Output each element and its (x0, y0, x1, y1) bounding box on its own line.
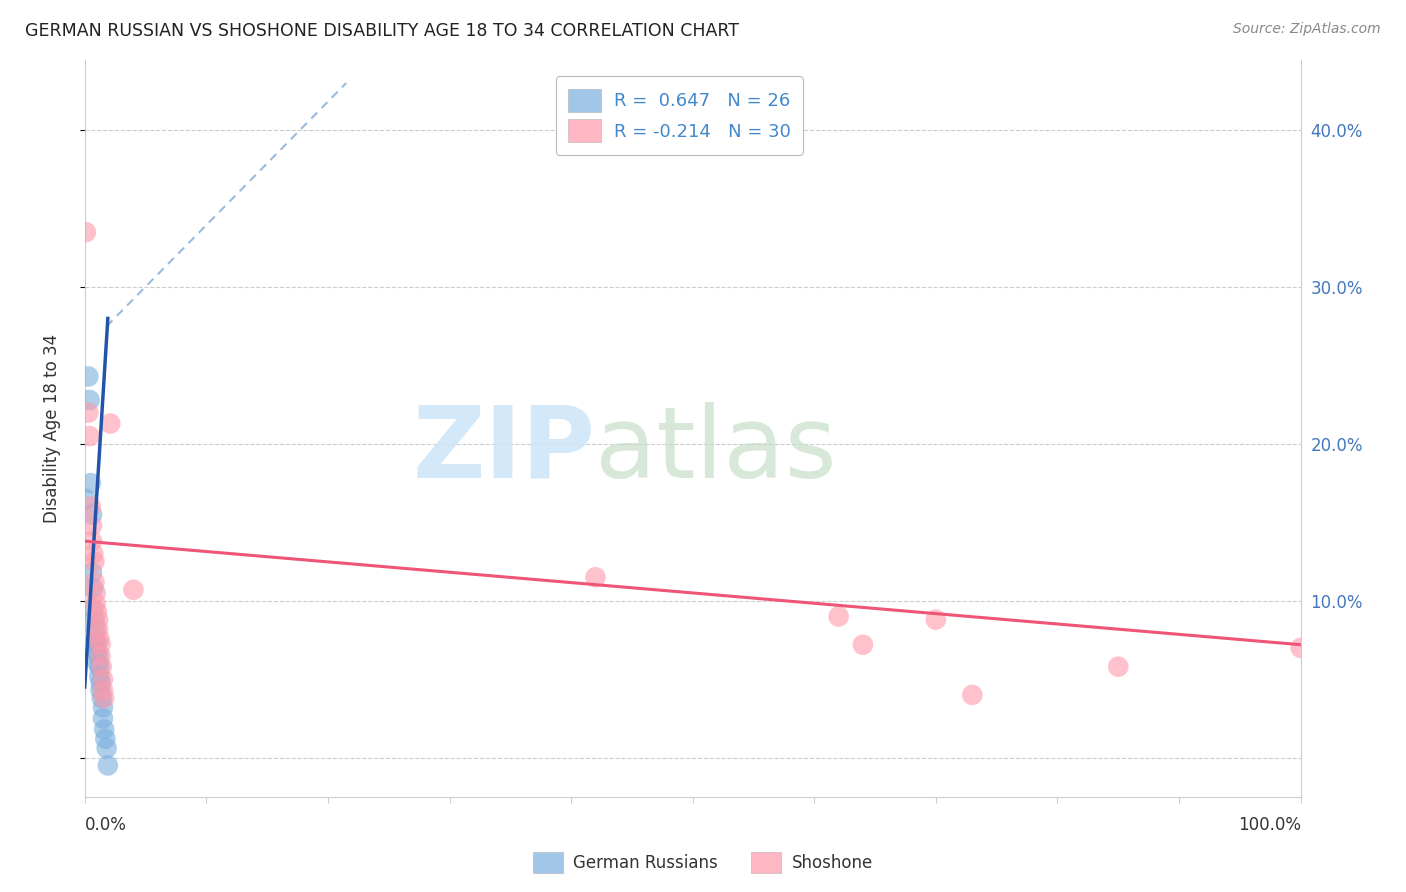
Point (1107, 659, 1129, 673)
Text: ZIP: ZIP (412, 402, 595, 499)
Point (86, 644, 108, 658)
Point (89, 632, 111, 646)
Point (80, 500, 103, 514)
Text: GERMAN RUSSIAN VS SHOSHONE DISABILITY AGE 18 TO 34 CORRELATION CHART: GERMAN RUSSIAN VS SHOSHONE DISABILITY AG… (25, 22, 740, 40)
Point (82, 601, 104, 615)
Point (84, 597, 107, 611)
Point (82, 547, 104, 561)
Point (583, 570, 606, 584)
Point (77, 369, 100, 384)
Point (80, 476, 103, 491)
Point (84, 622, 107, 636)
Point (80, 534, 103, 549)
Point (1289, 640, 1312, 655)
Point (97, 758, 120, 772)
Point (93, 723, 115, 737)
Text: 0.0%: 0.0% (84, 815, 127, 834)
Point (852, 638, 875, 652)
Point (82, 581, 104, 595)
Point (80, 518, 103, 533)
Point (86, 605, 108, 619)
Point (925, 613, 948, 627)
Point (90, 691, 112, 706)
Point (89, 669, 111, 683)
Point (87, 622, 110, 636)
Point (90, 675, 112, 690)
Point (77, 405, 100, 419)
Point (91, 672, 114, 686)
Y-axis label: Disability Age 18 to 34: Disability Age 18 to 34 (44, 334, 60, 523)
Legend: German Russians, Shoshone: German Russians, Shoshone (527, 846, 879, 880)
Point (83, 613, 105, 627)
Point (827, 609, 849, 624)
Point (75, 491, 97, 506)
Point (91, 711, 114, 725)
Point (90, 659, 112, 673)
Point (98, 417, 121, 431)
Point (80, 566, 103, 580)
Point (91, 700, 114, 714)
Text: atlas: atlas (595, 402, 837, 499)
Point (79, 392, 101, 407)
Point (90, 683, 112, 698)
Point (93, 691, 115, 706)
Point (75, 225, 97, 239)
Point (87, 613, 110, 627)
Point (84, 586, 107, 600)
Point (79, 429, 101, 443)
Point (94, 731, 117, 746)
Point (86, 638, 108, 652)
Point (90, 648, 112, 663)
Point (90, 638, 112, 652)
Point (87, 657, 110, 671)
Point (91, 683, 114, 698)
Point (87, 648, 110, 663)
Point (84, 632, 107, 647)
Point (83, 574, 105, 589)
Point (89, 659, 111, 673)
Point (96, 741, 118, 756)
Point (80, 508, 103, 522)
Point (962, 688, 984, 702)
Text: Source: ZipAtlas.com: Source: ZipAtlas.com (1233, 22, 1381, 37)
Point (122, 582, 145, 597)
Point (83, 555, 105, 569)
Text: 100.0%: 100.0% (1237, 815, 1301, 834)
Legend: R =  0.647   N = 26, R = -0.214   N = 30: R = 0.647 N = 26, R = -0.214 N = 30 (555, 76, 803, 155)
